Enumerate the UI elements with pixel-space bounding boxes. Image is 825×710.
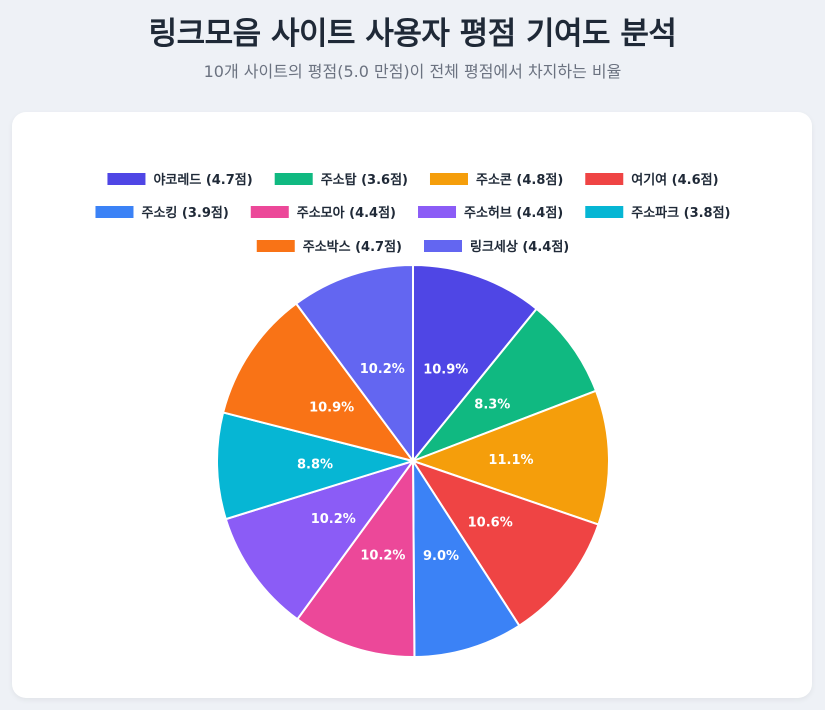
legend-label: 링크세상 (4.4점) — [470, 240, 569, 255]
legend-item[interactable]: 주소콘 (4.8점) — [429, 173, 563, 188]
pie-slice[interactable] — [216, 411, 417, 521]
slice-percent-label: 10.6% — [468, 515, 513, 530]
legend-label: 주소콘 (4.8점) — [476, 173, 563, 188]
pie-slice[interactable] — [221, 302, 416, 463]
slice-percent-label: 9.0% — [423, 549, 459, 564]
pie-slice[interactable] — [224, 459, 416, 621]
slice-percent-label: 10.2% — [360, 362, 405, 377]
legend-label: 주소박스 (4.7점) — [303, 239, 402, 255]
legend-label: 주소모아 (4.4점) — [297, 205, 396, 221]
pie-slices — [216, 263, 610, 659]
slice-percent-label: 10.9% — [423, 363, 468, 378]
legend-item[interactable]: 주소탑 (3.6점) — [274, 173, 408, 188]
legend-label: 주소킹 (3.9점) — [141, 206, 228, 221]
legend-swatch — [429, 173, 468, 185]
pie-slice[interactable] — [409, 307, 598, 464]
legend-swatch — [256, 240, 295, 252]
legend-label: 주소파크 (3.8점) — [631, 206, 730, 221]
legend-swatch — [585, 173, 624, 185]
legend-label: 주소탑 (3.6점) — [321, 173, 408, 188]
legend-swatch — [95, 206, 134, 218]
pie-labels: 10.9% 8.3% 11.1% 10.6% 9.0% 10.2% 10.2% 8.8% 10.… — [297, 362, 534, 564]
chart-legend: 야코레드 (4.7점) 주소탑 (3.6점) 주소콘 (4.8점) 여기여 (4.6점… — [95, 172, 731, 255]
legend-swatch — [585, 206, 624, 218]
legend-label: 주소허브 (4.4점) — [464, 205, 563, 221]
pie-slice[interactable] — [410, 459, 600, 628]
page-title: 링크모음 사이트 사용자 평점 기여도 분석 — [148, 16, 677, 52]
legend-label: 야코레드 (4.7점) — [153, 172, 252, 188]
legend-swatch — [424, 240, 462, 252]
slice-percent-label: 8.3% — [474, 397, 510, 412]
legend-item[interactable]: 링크세상 (4.4점) — [424, 240, 569, 255]
pie-slice[interactable] — [411, 457, 521, 659]
slice-percent-label: 11.1% — [488, 453, 533, 468]
slice-percent-label: 10.2% — [360, 548, 405, 563]
pie-slice[interactable] — [294, 263, 414, 465]
pie-slice[interactable] — [412, 263, 538, 464]
legend-swatch — [418, 206, 457, 218]
page-subtitle: 10개 사이트의 평점(5.0 만점)이 전체 평점에서 차지하는 비율 — [203, 62, 622, 81]
legend-item[interactable]: 주소파크 (3.8점) — [585, 206, 731, 221]
legend-item[interactable]: 주소허브 (4.4점) — [418, 205, 563, 221]
legend-label: 여기여 (4.6점) — [631, 172, 718, 188]
pie-slice[interactable] — [295, 457, 416, 658]
slice-percent-label: 8.8% — [297, 457, 333, 472]
slice-percent-label: 10.9% — [309, 400, 354, 415]
legend-item[interactable]: 주소킹 (3.9점) — [95, 206, 229, 221]
legend-swatch — [250, 206, 289, 218]
legend-item[interactable]: 주소박스 (4.7점) — [256, 239, 402, 255]
legend-item[interactable]: 야코레드 (4.7점) — [107, 172, 253, 188]
legend-swatch — [274, 173, 313, 185]
legend-item[interactable]: 주소모아 (4.4점) — [250, 205, 396, 221]
legend-item[interactable]: 여기여 (4.6점) — [585, 172, 719, 188]
legend-swatch — [107, 173, 146, 185]
slice-percent-label: 10.2% — [311, 512, 356, 527]
pie-slice[interactable] — [410, 389, 610, 526]
